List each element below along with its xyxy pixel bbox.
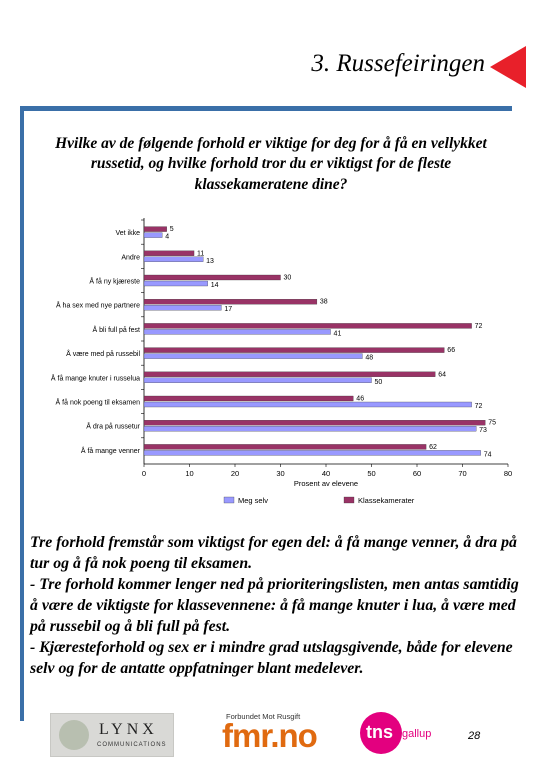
bar-meg-selv (143, 377, 372, 383)
data-label: 72 (475, 323, 483, 330)
bar-meg-selv (143, 353, 363, 359)
data-label: 4 (165, 234, 169, 241)
data-label: 64 (438, 371, 446, 378)
legend-label-klassekamerater: Klassekamerater (358, 496, 415, 505)
bar-klassekamerater (143, 250, 195, 256)
bar-meg-selv (143, 329, 331, 335)
tns-logo-subtitle: gallup (402, 728, 432, 740)
legend-label-meg-selv: Meg selv (238, 496, 268, 505)
left-divider (20, 106, 24, 721)
data-label: 75 (488, 420, 496, 427)
question-text: Hvilke av de følgende forhold er viktige… (55, 135, 487, 193)
data-label: 30 (284, 275, 292, 282)
lynx-logo-name: LYNX (99, 721, 158, 738)
category-label: Vet ikke (115, 230, 140, 237)
bar-meg-selv (143, 280, 208, 287)
tns-logo-name: tns (366, 722, 393, 742)
x-tick-label: 40 (322, 469, 330, 478)
bar-meg-selv (143, 305, 222, 311)
body-paragraph-2: - Tre forhold kommer lenger ned på prior… (30, 576, 519, 635)
x-tick-label: 50 (367, 469, 375, 478)
data-label: 38 (320, 299, 328, 306)
page-number: 28 (468, 730, 481, 742)
bar-meg-selv (143, 450, 481, 456)
fmr-logo-name: fmr.no (222, 717, 318, 754)
fmr-logo: Forbundet Mot Rusgift fmr.no (222, 712, 330, 758)
bar-meg-selv (143, 256, 204, 262)
x-tick-label: 80 (504, 469, 512, 478)
x-tick-label: 10 (185, 469, 193, 478)
category-label: Å få ny kjæreste (89, 277, 140, 286)
bar-klassekamerater (143, 347, 445, 353)
tns-gallup-logo: tns gallup (360, 712, 452, 756)
data-label: 73 (479, 427, 487, 434)
tns-disc-icon (360, 712, 402, 754)
data-label: 13 (206, 258, 214, 265)
bar-klassekamerater (143, 274, 281, 281)
lynx-logo: LYNX COMMUNICATIONS (50, 713, 174, 757)
data-label: 74 (484, 451, 492, 458)
x-tick-label: 20 (231, 469, 239, 478)
data-label: 17 (224, 306, 232, 313)
data-label: 11 (197, 250, 204, 257)
x-axis-label: Prosent av elevene (294, 479, 358, 488)
bar-meg-selv (143, 232, 163, 238)
category-label: Å få mange knuter i russelua (51, 373, 140, 382)
x-tick-label: 70 (458, 469, 466, 478)
top-divider (20, 106, 512, 111)
data-label: 50 (375, 379, 383, 386)
x-tick-label: 60 (413, 469, 421, 478)
lynx-logo-subtitle: COMMUNICATIONS (97, 742, 167, 748)
data-label: 62 (429, 444, 437, 451)
red-triangle-icon (490, 46, 526, 88)
bar-klassekamerater (143, 395, 354, 402)
bar-klassekamerater (143, 371, 436, 377)
data-label: 48 (365, 355, 373, 362)
category-label: Å bli full på fest (93, 325, 141, 334)
data-label: 41 (334, 330, 342, 337)
body-text: Tre forhold fremstår som viktigst for eg… (30, 532, 522, 679)
legend-swatch-klassekamerater (343, 496, 355, 504)
lynx-emblem-icon (59, 720, 89, 750)
bar-klassekamerater (143, 299, 318, 305)
data-label: 5 (170, 226, 174, 233)
body-paragraph-3: - Kjæresteforhold og sex er i mindre gra… (30, 639, 513, 677)
bar-klassekamerater (143, 226, 167, 232)
category-label: Å ha sex med nye partnere (56, 301, 140, 310)
x-tick-label: 0 (142, 469, 146, 478)
bar-klassekamerater (143, 444, 427, 450)
bar-meg-selv (143, 401, 472, 408)
bar-meg-selv (143, 426, 477, 432)
category-label: Å dra på russetur (86, 422, 140, 431)
page-title: 3. Russefeiringen (311, 50, 485, 77)
data-label: 66 (447, 347, 455, 354)
bar-klassekamerater (143, 420, 486, 426)
category-label: Å få mange venner (81, 446, 141, 455)
data-label: 14 (211, 282, 219, 289)
category-label: Å være med på russebil (66, 349, 140, 358)
fmr-logo-tagline: Forbundet Mot Rusgift (226, 712, 301, 721)
legend-swatch-meg-selv (223, 496, 235, 504)
category-label: Å få nok poeng til eksamen (56, 398, 141, 407)
data-label: 46 (356, 396, 364, 403)
body-paragraph-1: Tre forhold fremstår som viktigst for eg… (30, 534, 517, 572)
category-label: Andre (121, 254, 140, 261)
bar-klassekamerater (143, 323, 472, 329)
data-label: 72 (475, 403, 483, 410)
x-tick-label: 30 (276, 469, 284, 478)
